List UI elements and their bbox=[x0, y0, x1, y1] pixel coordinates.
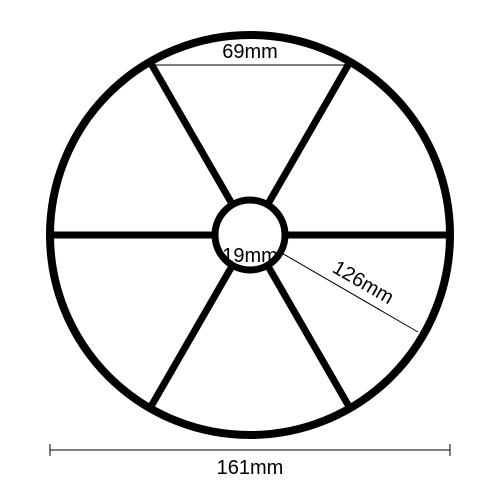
dim-spoke-length-label: 126mm bbox=[329, 257, 398, 309]
spokes bbox=[50, 62, 450, 408]
dim-inner-diameter: 19mm bbox=[222, 245, 278, 267]
dim-outer-diameter: 161mm bbox=[50, 444, 450, 479]
dim-inner-diameter-label: 19mm bbox=[222, 245, 278, 267]
gasket-diagram: 69mm 19mm 126mm 161mm bbox=[0, 0, 500, 500]
dim-chord-top-label: 69mm bbox=[222, 41, 278, 63]
dim-outer-diameter-label: 161mm bbox=[217, 457, 284, 479]
